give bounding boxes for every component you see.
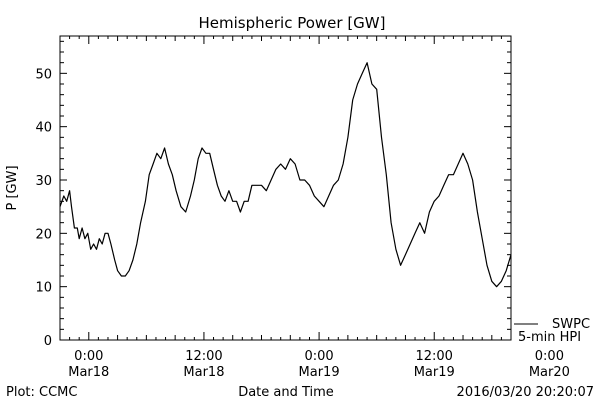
plot-credit: Plot: CCMC <box>6 385 77 400</box>
chart-title: Hemispheric Power [GW] <box>199 14 386 32</box>
y-axis: 0 10 20 30 40 50 <box>35 40 511 349</box>
x-tick-label-date: Mar19 <box>414 365 455 380</box>
x-tick-label-time: 0:00 <box>304 349 333 364</box>
legend-sublabel: 5-min HPI <box>518 330 581 345</box>
x-axis-label: Date and Time <box>238 385 334 400</box>
timestamp: 2016/03/20 20:20:07 <box>457 385 594 400</box>
x-tick-label-date: Mar18 <box>183 365 224 380</box>
y-tick-label: 10 <box>35 281 52 296</box>
x-tick-label-date: Mar18 <box>68 365 109 380</box>
series-layer <box>59 62 512 288</box>
y-tick-label: 50 <box>35 67 52 82</box>
y-tick-label: 20 <box>35 227 52 242</box>
x-tick-label-time: 0:00 <box>74 349 103 364</box>
x-tick-label-time: 12:00 <box>185 349 222 364</box>
x-tick-label-time: 12:00 <box>415 349 452 364</box>
y-tick-label: 40 <box>35 121 52 136</box>
legend-label: SWPC <box>552 317 590 332</box>
y-axis-label: P [GW] <box>5 165 20 210</box>
x-tick-label-date: Mar19 <box>299 365 340 380</box>
x-tick-label-date: Mar20 <box>529 365 570 380</box>
y-tick-label: 0 <box>44 334 52 349</box>
x-axis: 0:00Mar1812:00Mar180:00Mar1912:00Mar190:… <box>59 36 570 380</box>
x-tick-label-time: 0:00 <box>535 349 564 364</box>
plot-area <box>59 35 512 341</box>
y-tick-label: 30 <box>35 174 52 189</box>
series-line <box>59 62 512 288</box>
